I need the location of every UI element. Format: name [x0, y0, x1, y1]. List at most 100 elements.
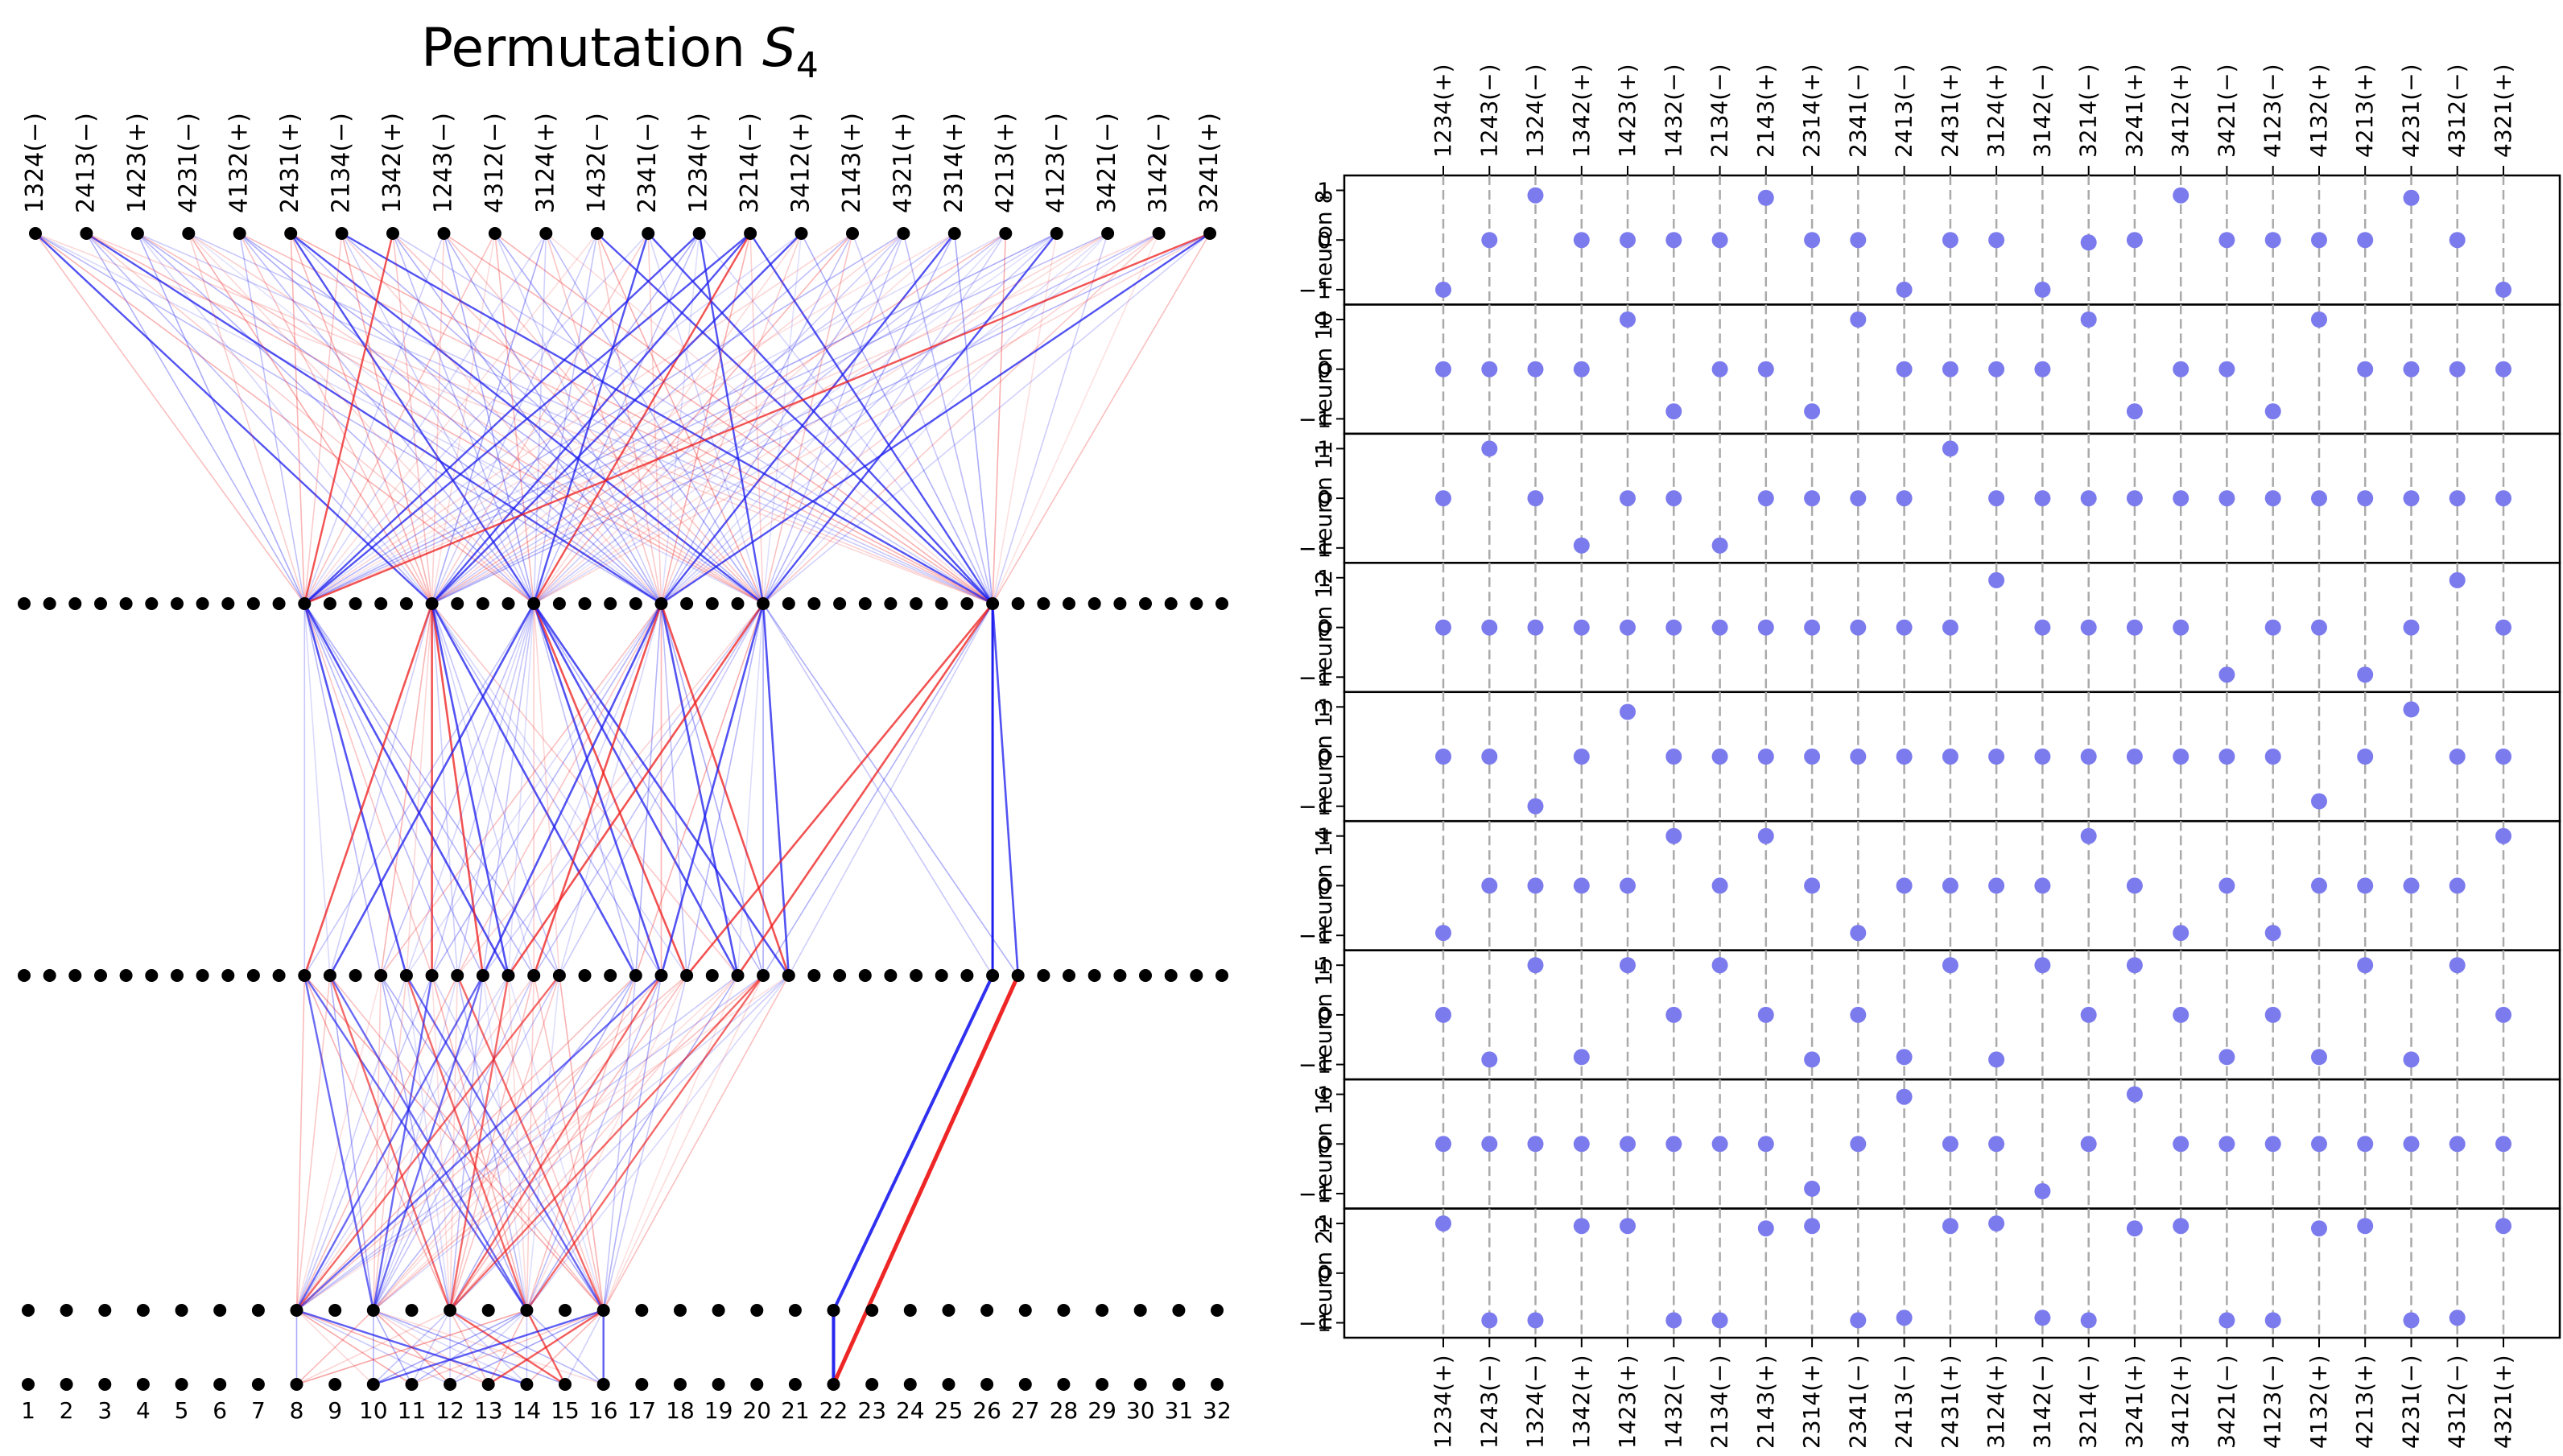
- network-edge: [533, 233, 1006, 604]
- network-node: [1152, 227, 1166, 240]
- network-node: [986, 969, 1000, 982]
- network-edge: [290, 233, 306, 604]
- network-edge: [660, 603, 790, 976]
- data-point: [2080, 1312, 2097, 1329]
- bottom-category-label: 4123(−): [2260, 1355, 2286, 1449]
- network-node: [444, 1304, 457, 1317]
- network-edge: [137, 233, 306, 604]
- network-node: [910, 597, 923, 610]
- network-node: [539, 227, 553, 240]
- network-node: [1211, 1378, 1224, 1391]
- network-edge: [373, 975, 764, 1311]
- network-node: [1215, 969, 1228, 982]
- network-edge: [295, 975, 407, 1311]
- data-point: [2311, 1136, 2327, 1153]
- data-point: [2126, 490, 2143, 507]
- data-point: [1665, 490, 1682, 507]
- data-point: [1573, 1218, 1590, 1235]
- neuron-label: neuron 14: [1310, 828, 1337, 943]
- data-point: [1711, 619, 1728, 636]
- data-point: [1620, 1218, 1636, 1235]
- y-tick-label: −1: [1298, 535, 1331, 562]
- network-edge: [686, 603, 764, 976]
- network-edge: [303, 232, 1211, 605]
- input-label: 3412(+): [787, 113, 815, 213]
- network-node: [635, 1378, 649, 1391]
- neuron-label: neuron 12: [1310, 570, 1337, 685]
- network-node: [476, 597, 489, 610]
- network-node: [1190, 597, 1203, 610]
- network-node: [136, 1378, 150, 1391]
- network-node: [960, 969, 974, 982]
- network-node: [1096, 1304, 1109, 1317]
- data-point: [1527, 877, 1544, 894]
- network-edge: [533, 233, 1160, 604]
- network-edge: [380, 603, 662, 976]
- network-node: [731, 969, 745, 982]
- input-label: 1342(+): [378, 113, 407, 213]
- network-edge: [533, 603, 790, 976]
- network-edge: [456, 603, 764, 976]
- data-point: [1620, 703, 1636, 720]
- data-point: [2034, 877, 2051, 894]
- input-label: 3421(−): [1093, 113, 1121, 213]
- data-point: [1665, 619, 1682, 636]
- data-point: [2264, 749, 2281, 765]
- bottom-category-label: 3142(−): [2029, 1355, 2055, 1449]
- network-edge: [85, 233, 305, 604]
- data-point: [1850, 232, 1867, 249]
- network-edge: [449, 1310, 489, 1385]
- data-point: [1757, 189, 1774, 206]
- network-edge: [660, 233, 1108, 604]
- data-point: [2495, 1218, 2511, 1235]
- network-edge: [85, 233, 534, 604]
- network-node: [43, 597, 56, 610]
- data-point: [2218, 1312, 2235, 1329]
- network-edge: [35, 233, 305, 604]
- network-edge: [303, 975, 528, 1311]
- network-edge: [431, 233, 700, 604]
- network-edge: [290, 233, 433, 604]
- data-point: [2357, 232, 2374, 249]
- network-edge: [392, 233, 764, 604]
- network-edge: [494, 233, 534, 604]
- network-node: [501, 597, 515, 610]
- network-node: [865, 1304, 879, 1317]
- output-label: 12: [435, 1397, 464, 1424]
- network-node: [60, 1304, 73, 1317]
- network-node: [221, 969, 235, 982]
- network-node: [559, 1378, 572, 1391]
- network-node: [731, 597, 745, 610]
- network-edge: [296, 1310, 489, 1385]
- network-node: [635, 1304, 649, 1317]
- network-edge: [431, 233, 955, 604]
- network-edge: [295, 1310, 374, 1385]
- network-edge: [296, 1310, 412, 1385]
- network-edge: [411, 1310, 451, 1385]
- data-point: [2126, 957, 2143, 974]
- network-edge: [526, 975, 534, 1311]
- data-point: [2218, 877, 2235, 894]
- data-point: [1942, 440, 1958, 457]
- data-point: [2126, 749, 2143, 765]
- network-node: [233, 227, 246, 240]
- network-edge: [559, 603, 764, 976]
- data-point: [2357, 361, 2374, 377]
- data-point: [2449, 571, 2466, 588]
- data-point: [1620, 619, 1636, 636]
- data-point: [2495, 619, 2511, 636]
- network-edge: [533, 233, 598, 604]
- data-point: [1850, 1312, 1867, 1329]
- network-edge: [482, 975, 528, 1311]
- network-node: [520, 1304, 534, 1317]
- network-edge: [762, 603, 993, 976]
- network-edge: [449, 975, 560, 1311]
- network-node: [1096, 1378, 1109, 1391]
- network-node: [22, 1304, 35, 1317]
- network-edge: [431, 233, 853, 604]
- network-node: [98, 1304, 112, 1317]
- data-point: [2449, 490, 2466, 507]
- data-point: [1481, 361, 1498, 377]
- data-point: [2218, 232, 2235, 249]
- data-point: [1942, 957, 1958, 974]
